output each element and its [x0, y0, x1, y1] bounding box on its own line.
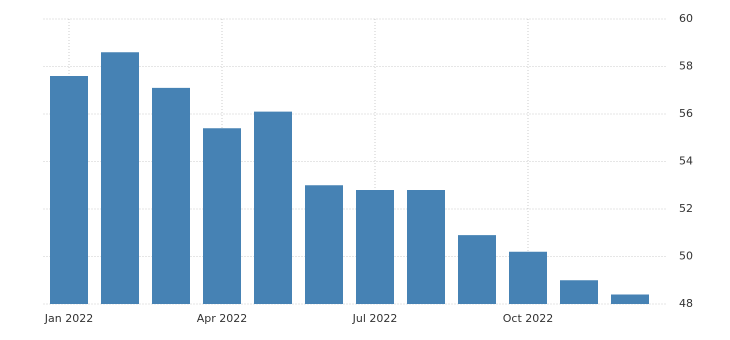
- y-tick-label: 58: [679, 60, 693, 73]
- y-tick-label: 56: [679, 107, 693, 120]
- bar: [458, 235, 496, 304]
- bar: [560, 280, 598, 304]
- x-tick-label: Oct 2022: [503, 312, 554, 325]
- y-tick-label: 54: [679, 155, 693, 168]
- y-tick-label: 60: [679, 12, 693, 25]
- y-tick-label: 48: [679, 297, 693, 310]
- bar: [101, 52, 139, 304]
- x-tick-label: Jan 2022: [44, 312, 93, 325]
- x-tick-label: Apr 2022: [197, 312, 248, 325]
- bar: [203, 128, 241, 304]
- bar: [407, 190, 445, 304]
- bar: [50, 76, 88, 304]
- bar: [254, 111, 292, 304]
- bar: [509, 251, 547, 304]
- y-tick-label: 50: [679, 250, 693, 263]
- bar: [356, 190, 394, 304]
- bar: [152, 87, 190, 304]
- y-tick-label: 52: [679, 202, 693, 215]
- x-tick-label: Jul 2022: [352, 312, 398, 325]
- bar: [611, 294, 649, 304]
- bar: [305, 185, 343, 304]
